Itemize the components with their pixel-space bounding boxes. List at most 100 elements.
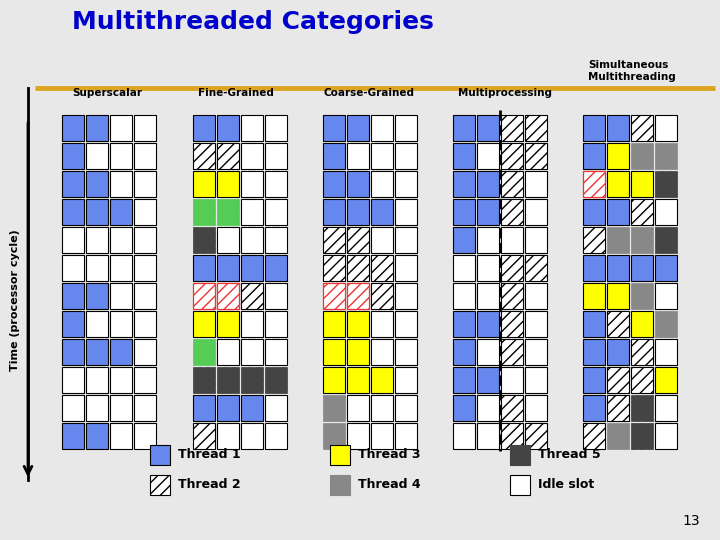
Bar	[134, 339, 156, 365]
Bar	[217, 227, 239, 253]
Bar	[241, 115, 263, 141]
Bar	[241, 227, 263, 253]
Bar	[655, 339, 677, 365]
Bar	[134, 199, 156, 225]
Bar	[655, 423, 677, 449]
Bar	[525, 143, 547, 169]
Bar	[110, 115, 132, 141]
Bar	[265, 171, 287, 197]
Bar	[583, 283, 605, 309]
Bar	[583, 115, 605, 141]
Bar	[371, 171, 393, 197]
Bar	[510, 445, 530, 465]
Bar	[583, 395, 605, 421]
Bar	[193, 227, 215, 253]
Bar	[501, 367, 523, 393]
Bar	[265, 143, 287, 169]
Bar	[501, 423, 523, 449]
Bar	[347, 227, 369, 253]
Bar	[217, 423, 239, 449]
Bar	[477, 367, 499, 393]
Bar	[607, 227, 629, 253]
Bar	[453, 115, 475, 141]
Bar	[62, 423, 84, 449]
Bar	[525, 227, 547, 253]
Bar	[241, 199, 263, 225]
Bar	[631, 115, 653, 141]
Bar	[193, 143, 215, 169]
Bar	[525, 171, 547, 197]
Bar	[134, 423, 156, 449]
Bar	[583, 311, 605, 337]
Bar	[655, 283, 677, 309]
Bar	[62, 143, 84, 169]
Text: Fine-Grained: Fine-Grained	[198, 88, 274, 98]
Bar	[323, 227, 345, 253]
Bar	[501, 255, 523, 281]
Bar	[217, 199, 239, 225]
Bar	[110, 423, 132, 449]
Bar	[265, 227, 287, 253]
Bar	[501, 199, 523, 225]
Bar	[607, 255, 629, 281]
Bar	[453, 283, 475, 309]
Bar	[265, 423, 287, 449]
Bar	[217, 283, 239, 309]
Bar	[583, 339, 605, 365]
Bar	[241, 283, 263, 309]
Bar	[525, 395, 547, 421]
Bar	[217, 367, 239, 393]
Text: Thread 1: Thread 1	[178, 449, 240, 462]
Bar	[525, 367, 547, 393]
Bar	[193, 367, 215, 393]
Bar	[86, 311, 108, 337]
Bar	[241, 143, 263, 169]
Bar	[501, 115, 523, 141]
Bar	[453, 227, 475, 253]
Bar	[193, 311, 215, 337]
Text: Thread 4: Thread 4	[358, 478, 420, 491]
Bar	[62, 283, 84, 309]
Bar	[631, 227, 653, 253]
Bar	[631, 283, 653, 309]
Bar	[241, 395, 263, 421]
Bar	[371, 311, 393, 337]
Bar	[217, 311, 239, 337]
Bar	[265, 255, 287, 281]
Bar	[323, 367, 345, 393]
Bar	[265, 339, 287, 365]
Bar	[631, 143, 653, 169]
Bar	[134, 311, 156, 337]
Bar	[323, 311, 345, 337]
Bar	[86, 283, 108, 309]
Bar	[86, 171, 108, 197]
Bar	[631, 171, 653, 197]
Bar	[62, 367, 84, 393]
Bar	[62, 227, 84, 253]
Bar	[110, 255, 132, 281]
Bar	[347, 423, 369, 449]
Bar	[655, 311, 677, 337]
Bar	[525, 423, 547, 449]
Bar	[241, 171, 263, 197]
Bar	[217, 115, 239, 141]
Bar	[607, 115, 629, 141]
Bar	[477, 227, 499, 253]
Bar	[265, 283, 287, 309]
Bar	[655, 115, 677, 141]
Bar	[134, 171, 156, 197]
Bar	[110, 227, 132, 253]
Bar	[477, 423, 499, 449]
Bar	[110, 395, 132, 421]
Bar	[86, 227, 108, 253]
Bar	[110, 171, 132, 197]
Bar	[631, 339, 653, 365]
Bar	[655, 143, 677, 169]
Bar	[371, 143, 393, 169]
Bar	[217, 143, 239, 169]
Bar	[110, 283, 132, 309]
Bar	[347, 367, 369, 393]
Bar	[323, 283, 345, 309]
Bar	[241, 311, 263, 337]
Bar	[631, 395, 653, 421]
